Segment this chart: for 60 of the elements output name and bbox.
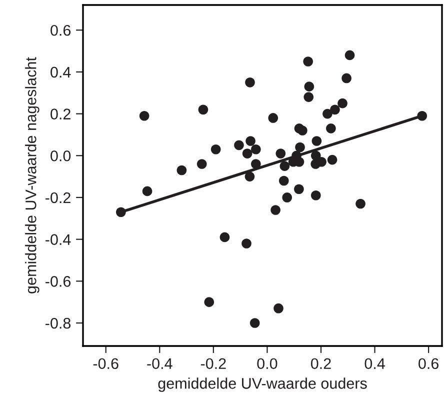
y-tick-label: 0.2 <box>50 108 70 120</box>
point <box>245 77 255 88</box>
point <box>242 148 252 158</box>
y-tick-label: -0.6 <box>46 276 71 287</box>
point <box>270 205 280 215</box>
point <box>198 104 208 115</box>
y-tick-label: -0.8 <box>46 318 71 329</box>
point <box>330 104 340 115</box>
point <box>220 232 230 242</box>
y-tick-label: 0.0 <box>50 150 71 162</box>
point <box>326 124 336 134</box>
point <box>322 108 332 119</box>
point <box>327 154 338 165</box>
y-tick-label: 0.6 <box>50 24 71 36</box>
point <box>295 142 305 152</box>
point <box>251 144 261 154</box>
point <box>246 136 256 146</box>
point <box>176 165 187 176</box>
point <box>251 159 261 169</box>
x-tick-label: 0.6 <box>418 358 439 370</box>
point <box>274 303 284 314</box>
point <box>304 92 314 102</box>
point <box>204 297 214 307</box>
point <box>280 161 290 171</box>
y-tick-label: -0.4 <box>46 234 71 245</box>
y-tick-label: -0.2 <box>46 192 70 204</box>
y-axis-title: gemiddelde UV-waarde nageslacht <box>25 57 40 294</box>
x-tick-label: 0.2 <box>310 358 331 370</box>
point <box>210 144 221 154</box>
point <box>278 176 289 186</box>
point <box>234 140 244 150</box>
point <box>342 73 352 84</box>
point <box>304 82 314 92</box>
point <box>298 126 308 136</box>
x-tick-label: -0.2 <box>200 358 226 370</box>
x-tick-label: 0.4 <box>364 358 385 370</box>
x-tick-label: -0.4 <box>147 358 172 370</box>
point <box>244 172 255 182</box>
point <box>250 318 260 328</box>
point <box>310 190 321 200</box>
x-axis-title: gemiddelde UV-waarde ouders <box>158 378 367 392</box>
point <box>303 56 313 66</box>
point <box>116 207 126 218</box>
point <box>196 159 207 169</box>
point <box>139 110 150 121</box>
point <box>294 184 304 194</box>
x-tick-label: 0.0 <box>257 358 278 370</box>
point <box>242 238 252 248</box>
point <box>417 110 428 121</box>
y-tick-label: 0.4 <box>50 66 71 78</box>
point <box>276 148 286 158</box>
point <box>268 113 278 123</box>
point <box>338 98 348 108</box>
point <box>312 136 322 146</box>
point <box>282 192 292 202</box>
x-tick-label: -0.6 <box>93 358 118 370</box>
point <box>310 159 321 169</box>
point <box>142 186 152 196</box>
point <box>344 50 355 60</box>
point <box>356 198 366 209</box>
